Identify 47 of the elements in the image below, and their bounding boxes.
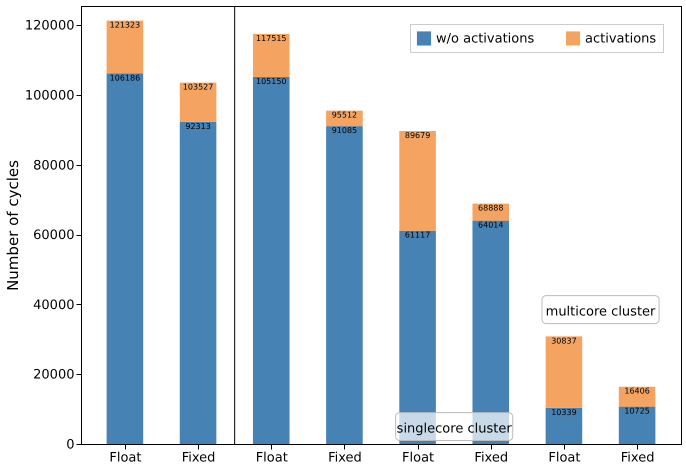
x-tick-label: Fixed bbox=[328, 450, 362, 466]
bar bbox=[106, 20, 144, 74]
total-label: 16406 bbox=[624, 386, 650, 396]
total-label: 121323 bbox=[110, 20, 140, 30]
y-tick-label: 100000 bbox=[24, 88, 74, 104]
bar bbox=[252, 77, 290, 444]
x-tick-label: Float bbox=[256, 450, 288, 466]
x-tick-label: Fixed bbox=[474, 450, 508, 466]
x-tick-label: Fixed bbox=[620, 450, 654, 466]
total-label: 103527 bbox=[182, 82, 214, 92]
bar bbox=[399, 131, 436, 231]
legend-label: activations bbox=[585, 31, 656, 46]
data-label: 64014 bbox=[478, 220, 504, 230]
total-label: 89679 bbox=[404, 131, 430, 140]
x-tick-label: Float bbox=[402, 450, 434, 466]
y-tick-label: 40000 bbox=[33, 298, 74, 313]
data-label: 92313 bbox=[185, 122, 211, 131]
bar bbox=[252, 34, 290, 78]
data-label: 106186 bbox=[110, 73, 140, 82]
bar bbox=[546, 408, 582, 444]
data-label: 10725 bbox=[624, 406, 650, 416]
data-label: 91085 bbox=[332, 126, 358, 136]
y-tick-label: 20000 bbox=[33, 368, 74, 383]
total-label: 68888 bbox=[478, 204, 504, 213]
annotation: multicore cluster bbox=[546, 304, 656, 320]
y-tick-label: 80000 bbox=[33, 158, 74, 174]
y-tick-label: 0 bbox=[66, 438, 74, 452]
total-label: 117515 bbox=[256, 34, 287, 43]
data-label: 105150 bbox=[256, 77, 287, 86]
x-tick-label: Float bbox=[548, 450, 580, 466]
bar bbox=[546, 336, 582, 408]
annotation: singlecore cluster bbox=[396, 421, 512, 436]
total-label: 30837 bbox=[551, 336, 577, 346]
bar bbox=[106, 73, 144, 444]
bar bbox=[180, 122, 216, 444]
total-label: 95512 bbox=[332, 110, 358, 120]
y-tick-label: 120000 bbox=[24, 18, 74, 34]
x-tick-label: Float bbox=[109, 450, 142, 466]
legend-label: w/o activations bbox=[436, 31, 534, 46]
bar bbox=[180, 82, 216, 122]
y-tick-label: 60000 bbox=[33, 228, 74, 244]
x-tick-label: Fixed bbox=[182, 450, 216, 466]
bar bbox=[618, 406, 656, 444]
data-label: 61117 bbox=[404, 230, 430, 240]
data-label: 10339 bbox=[551, 408, 577, 417]
y-axis-title: Number of cycles bbox=[4, 160, 22, 291]
bar bbox=[326, 126, 363, 444]
